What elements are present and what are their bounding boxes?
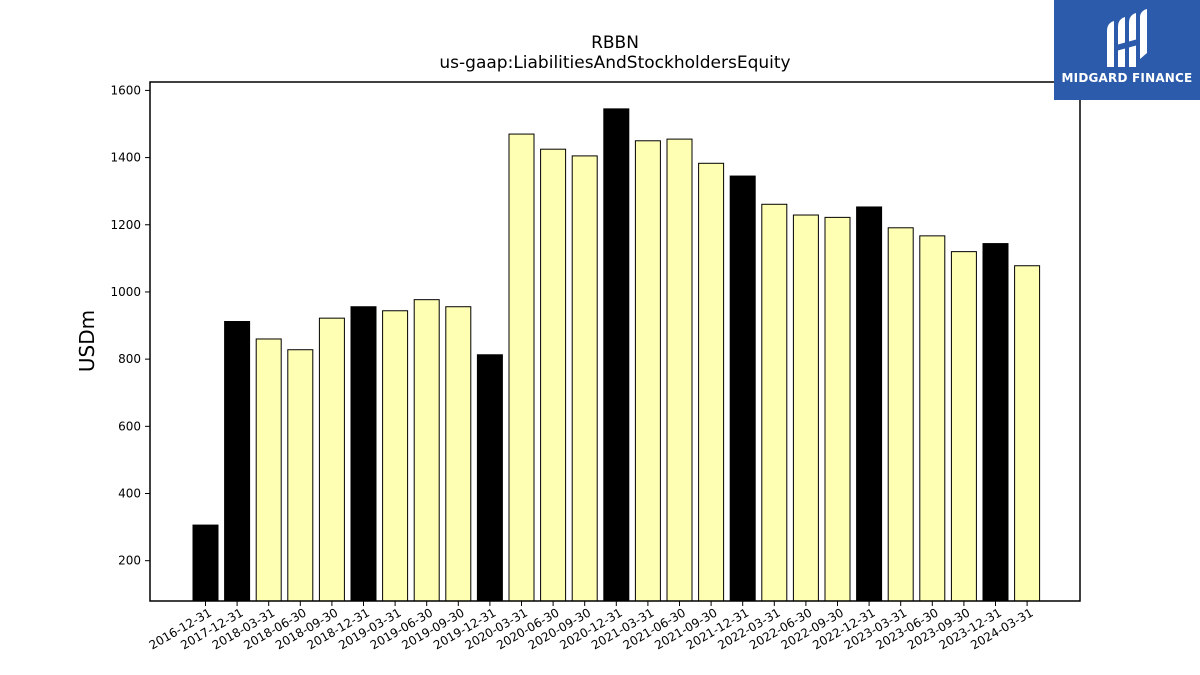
- bar-2019-03-31: [382, 310, 409, 602]
- bar-2019-06-30: [413, 299, 440, 602]
- bar-2020-06-30: [540, 148, 567, 602]
- bar-2022-12-31: [856, 206, 883, 602]
- y-axis: 200 400 600 800 1000 1200 1400 1600: [110, 83, 150, 568]
- bar-2018-03-31: [255, 338, 282, 602]
- bar-2018-12-31: [350, 306, 377, 602]
- x-axis: 2016-12-312017-12-312018-03-312018-06-30…: [147, 601, 1036, 652]
- bar-2024-03-31: [1014, 265, 1041, 602]
- y-tick-label: 1000: [110, 285, 141, 299]
- bar-2018-06-30: [287, 349, 314, 602]
- bar-2023-09-30: [950, 251, 977, 602]
- bar-2022-03-31: [761, 203, 788, 602]
- logo-mark-icon: [1107, 9, 1147, 67]
- bar-2021-09-30: [698, 162, 725, 602]
- logo-text: MIDGARD FINANCE: [1061, 71, 1193, 85]
- bar-2016-12-31: [192, 524, 219, 602]
- bar-2020-12-31: [603, 108, 630, 602]
- bar-2022-09-30: [824, 216, 851, 602]
- bar-2019-12-31: [476, 354, 503, 602]
- bar-2023-06-30: [919, 235, 946, 602]
- bar-2023-03-31: [887, 227, 914, 602]
- y-tick-label: 400: [118, 487, 141, 501]
- y-tick-label: 1600: [110, 83, 141, 97]
- y-axis-label: USDm: [75, 310, 99, 372]
- bar-2019-09-30: [445, 306, 472, 602]
- bar-2020-09-30: [571, 155, 598, 602]
- bar-2021-12-31: [729, 175, 756, 602]
- plot-frame: [149, 81, 1081, 602]
- bar-2020-03-31: [508, 133, 535, 602]
- y-tick-label: 1200: [110, 218, 141, 232]
- y-tick-label: 200: [118, 554, 141, 568]
- bar-2023-12-31: [982, 243, 1009, 602]
- bar-2021-06-30: [666, 138, 693, 602]
- bars-group: [192, 108, 1041, 602]
- y-tick-label: 800: [118, 352, 141, 366]
- chart-title: RBBN: [591, 33, 639, 53]
- bar-2018-09-30: [318, 317, 345, 602]
- midgard-finance-logo: MIDGARD FINANCE: [1054, 0, 1200, 100]
- y-tick-label: 1400: [110, 151, 141, 165]
- bar-2021-03-31: [634, 140, 661, 602]
- bar-2017-12-31: [224, 321, 251, 602]
- y-tick-label: 600: [118, 419, 141, 433]
- chart-subtitle: us-gaap:LiabilitiesAndStockholdersEquity: [439, 53, 790, 73]
- bar-2022-06-30: [792, 214, 819, 602]
